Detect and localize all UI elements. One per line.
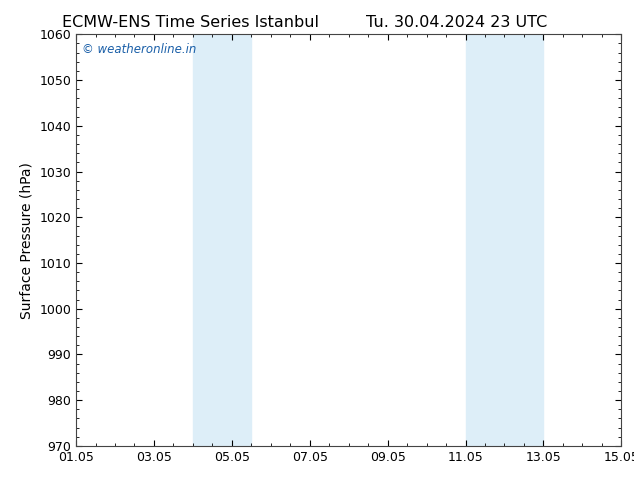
Bar xyxy=(465,34,543,446)
Text: © weatheronline.in: © weatheronline.in xyxy=(82,43,196,55)
Y-axis label: Surface Pressure (hPa): Surface Pressure (hPa) xyxy=(20,162,34,318)
Text: ECMW-ENS Time Series Istanbul: ECMW-ENS Time Series Istanbul xyxy=(61,15,319,30)
Bar xyxy=(193,34,251,446)
Text: Tu. 30.04.2024 23 UTC: Tu. 30.04.2024 23 UTC xyxy=(366,15,547,30)
